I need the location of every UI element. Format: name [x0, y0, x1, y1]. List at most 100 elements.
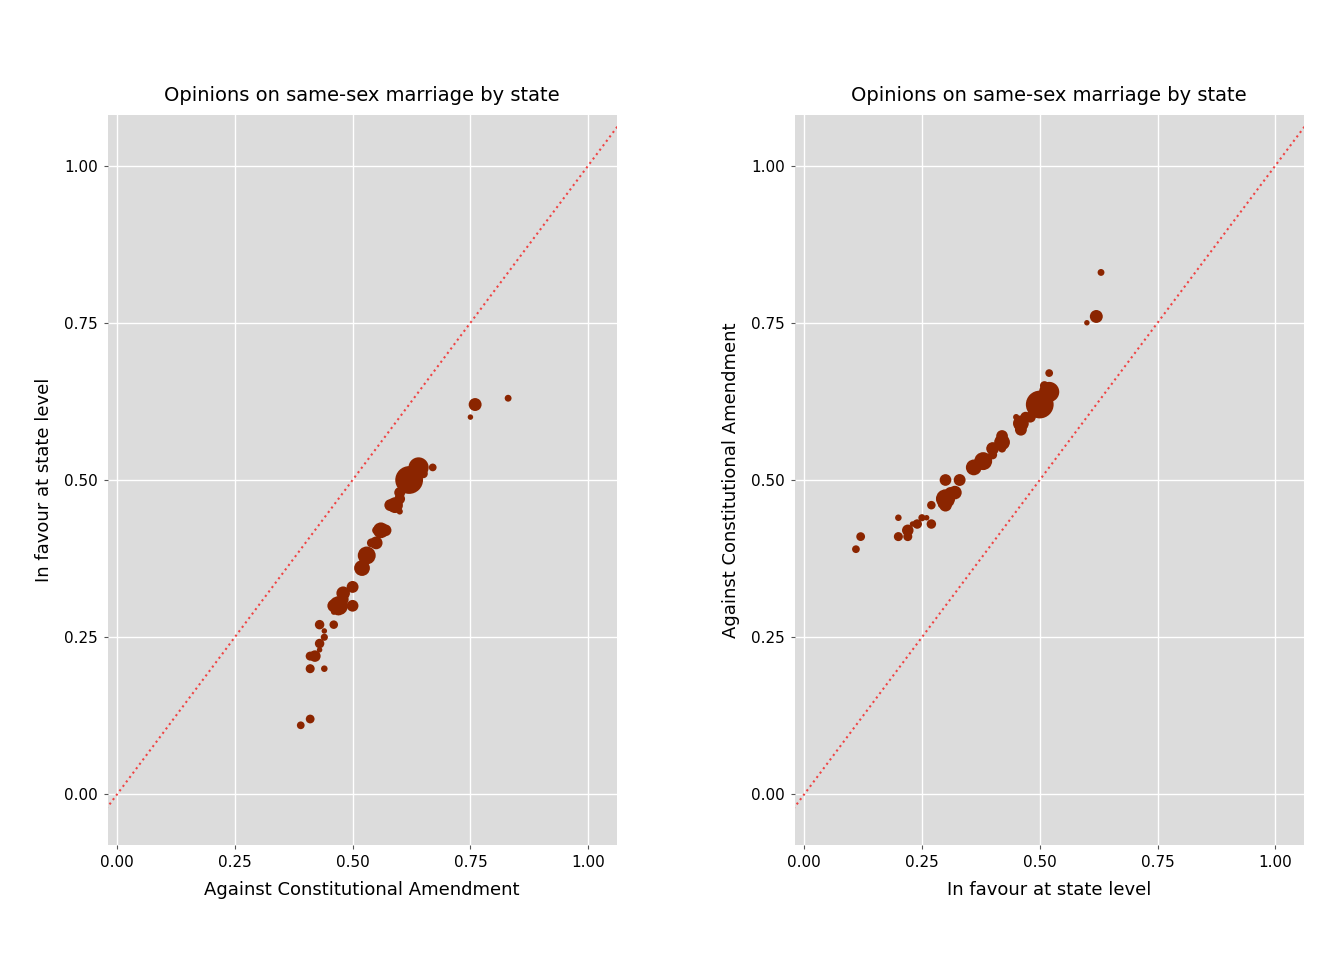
- Point: [1020, 409, 1042, 424]
- Point: [328, 598, 349, 613]
- Point: [460, 409, 481, 424]
- Point: [398, 472, 419, 488]
- Point: [982, 447, 1004, 463]
- Point: [413, 466, 434, 481]
- Point: [1011, 422, 1032, 438]
- Point: [328, 598, 349, 613]
- Point: [887, 510, 909, 525]
- Point: [887, 529, 909, 544]
- Point: [422, 460, 444, 475]
- Point: [304, 648, 325, 663]
- Point: [1034, 378, 1055, 394]
- Point: [1005, 409, 1027, 424]
- Point: [323, 598, 344, 613]
- Point: [1086, 309, 1107, 324]
- Point: [323, 617, 344, 633]
- Point: [1090, 265, 1111, 280]
- Point: [934, 472, 956, 488]
- Point: [1039, 366, 1060, 381]
- Point: [398, 472, 419, 488]
- Point: [388, 492, 410, 507]
- Point: [413, 460, 434, 475]
- Point: [388, 485, 410, 500]
- Point: [309, 642, 331, 658]
- Point: [849, 529, 871, 544]
- Point: [1030, 396, 1051, 412]
- Point: [413, 460, 434, 475]
- Point: [896, 522, 918, 538]
- Point: [370, 522, 391, 538]
- Point: [332, 586, 353, 601]
- Point: [370, 522, 391, 538]
- Point: [403, 472, 425, 488]
- Point: [356, 548, 378, 564]
- Point: [313, 661, 335, 677]
- Point: [949, 472, 970, 488]
- Point: [921, 516, 942, 532]
- Point: [992, 435, 1013, 450]
- Point: [896, 522, 918, 538]
- Point: [992, 435, 1013, 450]
- X-axis label: Against Constitutional Amendment: Against Constitutional Amendment: [204, 880, 520, 899]
- Point: [934, 492, 956, 507]
- Title: Opinions on same-sex marriage by state: Opinions on same-sex marriage by state: [851, 86, 1247, 106]
- Point: [341, 579, 363, 594]
- Point: [1077, 315, 1098, 330]
- Point: [309, 636, 331, 651]
- Point: [973, 453, 995, 468]
- Point: [930, 497, 952, 513]
- Point: [300, 661, 321, 677]
- Point: [906, 516, 927, 532]
- Point: [360, 536, 382, 551]
- Point: [945, 485, 966, 500]
- Point: [290, 718, 312, 733]
- Point: [930, 492, 952, 507]
- Point: [911, 510, 933, 525]
- Y-axis label: In favour at state level: In favour at state level: [35, 378, 52, 582]
- Point: [300, 648, 321, 663]
- Point: [1039, 378, 1060, 394]
- Point: [304, 648, 325, 663]
- Point: [982, 441, 1004, 456]
- Point: [915, 510, 937, 525]
- Point: [992, 428, 1013, 444]
- Point: [407, 460, 429, 475]
- Point: [1030, 391, 1051, 406]
- Point: [1015, 409, 1036, 424]
- Point: [964, 460, 985, 475]
- Point: [497, 391, 519, 406]
- Point: [300, 661, 321, 677]
- Point: [304, 648, 325, 663]
- Point: [356, 548, 378, 564]
- Point: [992, 441, 1013, 456]
- Point: [375, 522, 396, 538]
- Point: [973, 453, 995, 468]
- Title: Opinions on same-sex marriage by state: Opinions on same-sex marriage by state: [164, 86, 560, 106]
- Point: [465, 396, 487, 412]
- X-axis label: In favour at state level: In favour at state level: [948, 880, 1152, 899]
- Y-axis label: Against Constitutional Amendment: Against Constitutional Amendment: [722, 323, 741, 637]
- Point: [934, 497, 956, 513]
- Point: [1039, 384, 1060, 399]
- Point: [379, 497, 401, 513]
- Point: [982, 441, 1004, 456]
- Point: [845, 541, 867, 557]
- Point: [313, 623, 335, 638]
- Point: [934, 492, 956, 507]
- Point: [1039, 378, 1060, 394]
- Point: [1030, 391, 1051, 406]
- Point: [388, 504, 410, 519]
- Point: [896, 522, 918, 538]
- Point: [902, 516, 923, 532]
- Point: [366, 536, 387, 551]
- Point: [384, 497, 406, 513]
- Point: [1030, 396, 1051, 412]
- Point: [896, 529, 918, 544]
- Point: [366, 522, 387, 538]
- Point: [939, 485, 961, 500]
- Point: [341, 598, 363, 613]
- Point: [921, 497, 942, 513]
- Point: [323, 605, 344, 620]
- Point: [313, 630, 335, 645]
- Point: [366, 536, 387, 551]
